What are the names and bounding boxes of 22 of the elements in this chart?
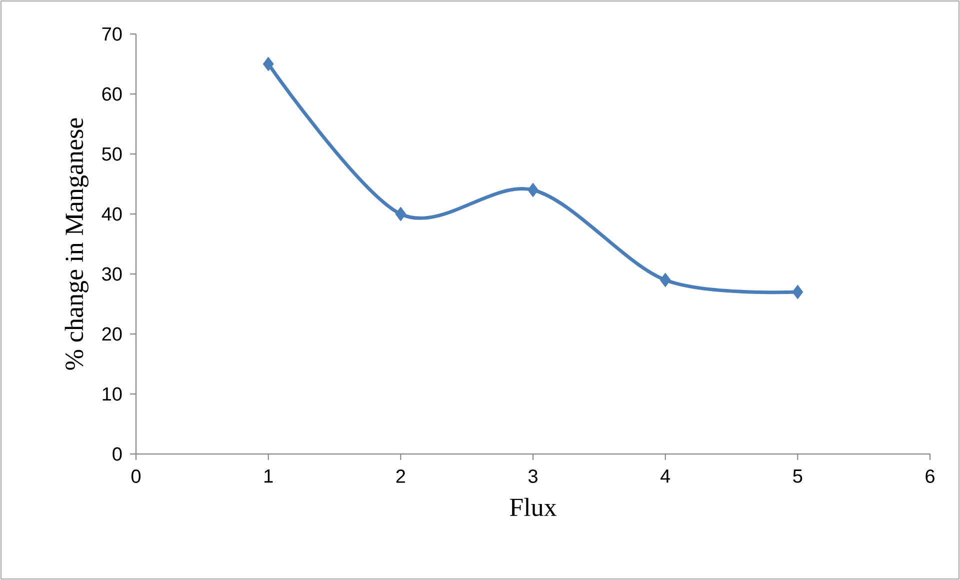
y-tick-label: 40 (102, 207, 122, 221)
x-tick-label: 3 (528, 470, 538, 483)
x-tick-label: 4 (660, 470, 670, 483)
x-tick-label: 5 (793, 470, 802, 483)
x-tick-label: 6 (926, 470, 934, 483)
point (528, 182, 539, 198)
point (660, 272, 671, 288)
x-tick-label: 2 (396, 470, 406, 483)
x-axis-title: Flux (510, 498, 557, 516)
y-tick-label: 0 (112, 447, 122, 461)
point (395, 206, 406, 222)
y-tick-label: 30 (102, 267, 122, 281)
y-tick-label: 20 (102, 327, 122, 341)
y-tick-label: 10 (102, 387, 122, 401)
point (792, 284, 804, 300)
y-tick-label: 70 (102, 27, 122, 41)
x-tick-label: 1 (264, 470, 273, 483)
y-tick-label: 50 (102, 147, 122, 161)
point (262, 56, 274, 72)
x-tick-label: 0 (131, 470, 141, 483)
y-tick-label: 60 (102, 87, 122, 101)
y-axis-title: % change in Manganese (64, 118, 88, 370)
